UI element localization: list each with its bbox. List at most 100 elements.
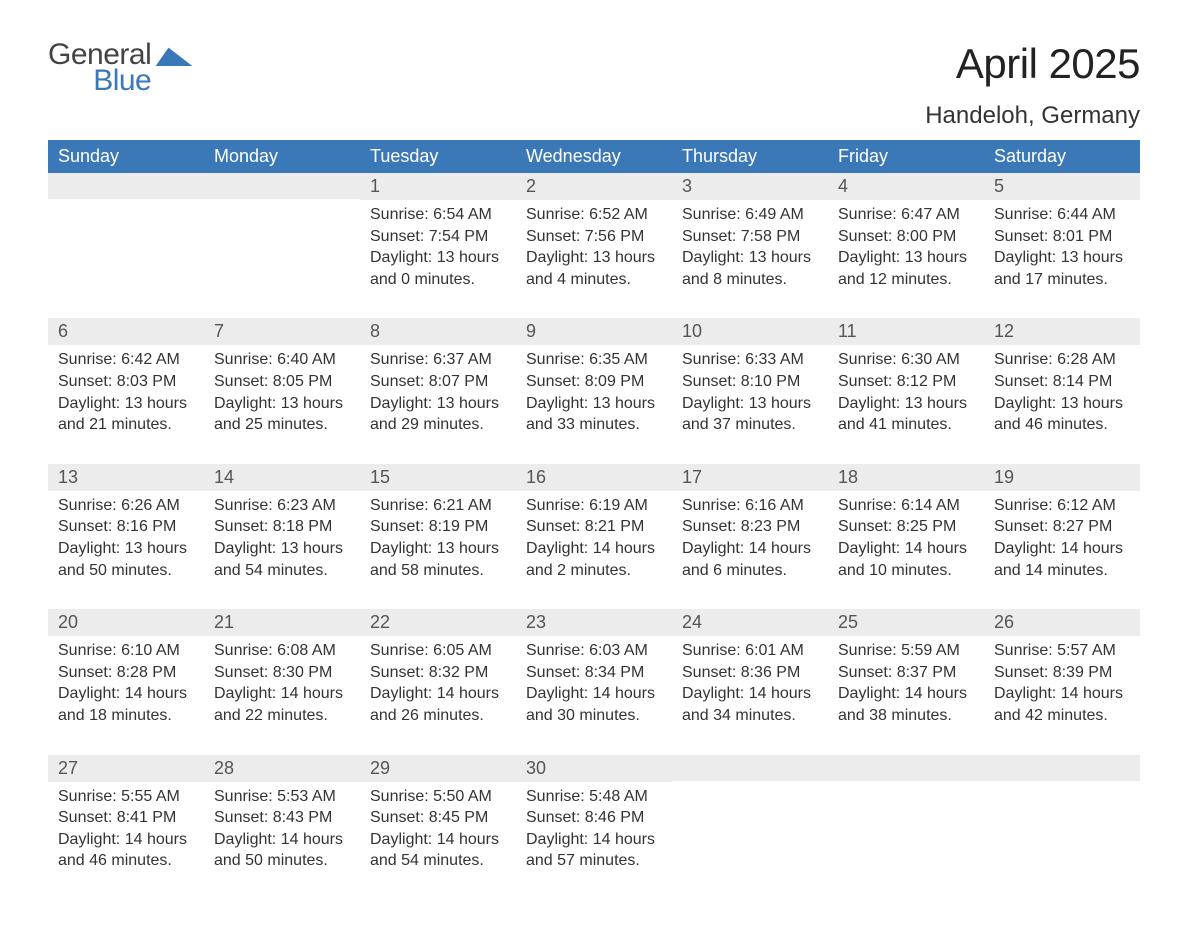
daylight-line: Daylight: 13 hours	[526, 247, 662, 269]
daylight-line: Daylight: 13 hours	[58, 538, 194, 560]
daylight-line: and 25 minutes.	[214, 414, 350, 436]
daylight-line: Daylight: 13 hours	[838, 393, 974, 415]
sunrise-line: Sunrise: 6:52 AM	[526, 204, 662, 226]
sunset-line: Sunset: 8:16 PM	[58, 516, 194, 538]
calendar-head: SundayMondayTuesdayWednesdayThursdayFrid…	[48, 140, 1140, 173]
day-header: Sunday	[48, 140, 204, 173]
calendar-cell-body: Sunrise: 6:10 AMSunset: 8:28 PMDaylight:…	[48, 636, 204, 754]
date-number: 6	[48, 318, 204, 345]
daylight-line: and 57 minutes.	[526, 850, 662, 872]
calendar-cell-date: 19	[984, 464, 1140, 491]
sunrise-line: Sunrise: 6:14 AM	[838, 495, 974, 517]
date-number: 26	[984, 609, 1140, 636]
date-number	[48, 173, 204, 199]
daylight-line: and 46 minutes.	[994, 414, 1130, 436]
date-number: 14	[204, 464, 360, 491]
daylight-line: Daylight: 14 hours	[58, 829, 194, 851]
sunset-line: Sunset: 8:39 PM	[994, 662, 1130, 684]
calendar-cell-body: Sunrise: 6:14 AMSunset: 8:25 PMDaylight:…	[828, 491, 984, 609]
sunset-line: Sunset: 8:07 PM	[370, 371, 506, 393]
page-header: General Blue April 2025 Handeloh, German…	[48, 40, 1140, 130]
sunset-line: Sunset: 8:05 PM	[214, 371, 350, 393]
date-number: 7	[204, 318, 360, 345]
date-number: 27	[48, 755, 204, 782]
sunset-line: Sunset: 8:43 PM	[214, 807, 350, 829]
sunset-line: Sunset: 7:54 PM	[370, 226, 506, 248]
sunrise-line: Sunrise: 6:42 AM	[58, 349, 194, 371]
daylight-line: and 2 minutes.	[526, 560, 662, 582]
brand-word2: Blue	[93, 66, 151, 96]
day-header: Thursday	[672, 140, 828, 173]
calendar-cell-body: Sunrise: 6:21 AMSunset: 8:19 PMDaylight:…	[360, 491, 516, 609]
sunset-line: Sunset: 8:34 PM	[526, 662, 662, 684]
sunrise-line: Sunrise: 6:12 AM	[994, 495, 1130, 517]
sunrise-line: Sunrise: 6:44 AM	[994, 204, 1130, 226]
sunrise-line: Sunrise: 6:47 AM	[838, 204, 974, 226]
daylight-line: and 26 minutes.	[370, 705, 506, 727]
daylight-line: Daylight: 13 hours	[370, 247, 506, 269]
sunset-line: Sunset: 8:25 PM	[838, 516, 974, 538]
calendar-cell-body: Sunrise: 6:19 AMSunset: 8:21 PMDaylight:…	[516, 491, 672, 609]
date-number: 17	[672, 464, 828, 491]
sunrise-line: Sunrise: 6:28 AM	[994, 349, 1130, 371]
brand-logo: General Blue	[48, 40, 193, 96]
sunrise-line: Sunrise: 6:03 AM	[526, 640, 662, 662]
calendar-cell-date: 3	[672, 173, 828, 200]
date-number: 30	[516, 755, 672, 782]
daylight-line: Daylight: 13 hours	[370, 393, 506, 415]
daylight-line: Daylight: 13 hours	[526, 393, 662, 415]
sunrise-line: Sunrise: 6:23 AM	[214, 495, 350, 517]
sunset-line: Sunset: 8:21 PM	[526, 516, 662, 538]
calendar-cell-date: 23	[516, 609, 672, 636]
calendar-cell-body	[204, 200, 360, 318]
calendar-cell-body	[984, 782, 1140, 900]
calendar-cell-date	[672, 755, 828, 782]
daylight-line: and 42 minutes.	[994, 705, 1130, 727]
daylight-line: Daylight: 14 hours	[526, 683, 662, 705]
calendar-cell-date	[48, 173, 204, 200]
daylight-line: Daylight: 14 hours	[994, 683, 1130, 705]
daylight-line: and 18 minutes.	[58, 705, 194, 727]
calendar-cell-date: 16	[516, 464, 672, 491]
daylight-line: Daylight: 14 hours	[370, 829, 506, 851]
calendar-cell-date: 22	[360, 609, 516, 636]
calendar-cell-date: 6	[48, 318, 204, 345]
calendar-cell-date: 9	[516, 318, 672, 345]
calendar-cell-date: 8	[360, 318, 516, 345]
calendar-cell-date: 25	[828, 609, 984, 636]
calendar-cell-date: 30	[516, 755, 672, 782]
sunset-line: Sunset: 8:30 PM	[214, 662, 350, 684]
daylight-line: Daylight: 14 hours	[994, 538, 1130, 560]
sunset-line: Sunset: 8:03 PM	[58, 371, 194, 393]
day-header: Monday	[204, 140, 360, 173]
daylight-line: and 29 minutes.	[370, 414, 506, 436]
calendar-cell-body: Sunrise: 6:08 AMSunset: 8:30 PMDaylight:…	[204, 636, 360, 754]
daylight-line: and 46 minutes.	[58, 850, 194, 872]
calendar-cell-date: 27	[48, 755, 204, 782]
daylight-line: and 6 minutes.	[682, 560, 818, 582]
sunset-line: Sunset: 8:19 PM	[370, 516, 506, 538]
sunrise-line: Sunrise: 6:26 AM	[58, 495, 194, 517]
daylight-line: and 21 minutes.	[58, 414, 194, 436]
sunrise-line: Sunrise: 6:10 AM	[58, 640, 194, 662]
calendar-cell-body: Sunrise: 6:52 AMSunset: 7:56 PMDaylight:…	[516, 200, 672, 318]
day-header: Saturday	[984, 140, 1140, 173]
sunrise-line: Sunrise: 6:40 AM	[214, 349, 350, 371]
daylight-line: Daylight: 13 hours	[682, 393, 818, 415]
sunrise-line: Sunrise: 6:21 AM	[370, 495, 506, 517]
daylight-line: and 8 minutes.	[682, 269, 818, 291]
sunset-line: Sunset: 8:01 PM	[994, 226, 1130, 248]
sunset-line: Sunset: 8:37 PM	[838, 662, 974, 684]
date-number	[984, 755, 1140, 781]
title-block: April 2025 Handeloh, Germany	[925, 40, 1140, 130]
sunset-line: Sunset: 8:45 PM	[370, 807, 506, 829]
calendar-cell-date: 24	[672, 609, 828, 636]
sunset-line: Sunset: 8:12 PM	[838, 371, 974, 393]
sunset-line: Sunset: 8:18 PM	[214, 516, 350, 538]
calendar-cell-date: 10	[672, 318, 828, 345]
calendar-cell-body: Sunrise: 5:57 AMSunset: 8:39 PMDaylight:…	[984, 636, 1140, 754]
calendar-cell-body: Sunrise: 5:50 AMSunset: 8:45 PMDaylight:…	[360, 782, 516, 900]
calendar-cell-body: Sunrise: 5:55 AMSunset: 8:41 PMDaylight:…	[48, 782, 204, 900]
sunset-line: Sunset: 8:36 PM	[682, 662, 818, 684]
calendar-cell-date: 26	[984, 609, 1140, 636]
